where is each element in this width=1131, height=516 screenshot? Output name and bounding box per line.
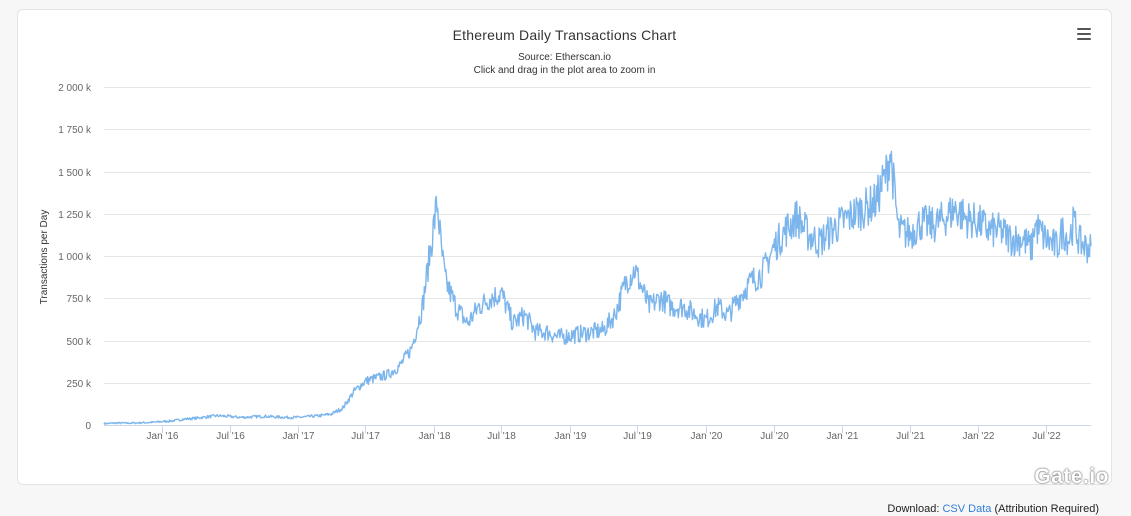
series-layer — [103, 150, 1092, 425]
zoom-hint: Click and drag in the plot area to zoom … — [473, 64, 656, 76]
hamburger-menu-icon[interactable] — [1077, 28, 1091, 42]
grid-lines — [104, 87, 1091, 384]
chart-title: Ethereum Daily Transactions Chart — [452, 27, 677, 43]
y-tick-label: 2 000 k — [58, 83, 92, 94]
brand-text: Gate.io — [1034, 465, 1109, 488]
y-tick-label: 250 k — [67, 379, 92, 390]
x-tick-label: Jan '17 — [283, 431, 315, 442]
x-tick-label: Jul '18 — [487, 431, 516, 442]
transactions-line — [103, 150, 1092, 425]
x-tick-label: Jan '22 — [963, 431, 995, 442]
download-prefix: Download: — [887, 503, 940, 515]
x-tick-label: Jan '18 — [419, 431, 451, 442]
y-tick-label: 1 000 k — [58, 252, 92, 263]
y-tick-label: 750 k — [67, 294, 92, 305]
x-tick-label: Jul '17 — [351, 431, 380, 442]
y-axis-label: Transactions per Day — [39, 210, 50, 305]
x-tick-label: Jan '16 — [147, 431, 179, 442]
y-tick-label: 0 — [85, 421, 91, 432]
x-tick-label: Jan '20 — [691, 431, 723, 442]
x-tick-label: Jul '16 — [216, 431, 245, 442]
x-tick-label: Jul '22 — [1032, 431, 1061, 442]
csv-download-link[interactable]: CSV Data — [942, 503, 992, 515]
y-tick-label: 1 750 k — [58, 125, 92, 136]
download-bar: Download: CSV Data (Attribution Required… — [887, 503, 1099, 515]
chart-subtitle: Source: Etherscan.io Click and drag in t… — [18, 52, 1111, 77]
x-tick-label: Jul '19 — [623, 431, 652, 442]
y-tick-label: 500 k — [67, 337, 92, 348]
chart-source-note: Source: Etherscan.io — [518, 52, 611, 63]
y-tick-label: 1 250 k — [58, 210, 92, 221]
gate-io-brand-logo: Gate.io — [1034, 465, 1109, 489]
y-tick-label: 1 500 k — [58, 168, 92, 179]
attribution-note: (Attribution Required) — [994, 503, 1099, 515]
x-tick-label: Jan '19 — [555, 431, 587, 442]
x-tick-label: Jul '21 — [896, 431, 925, 442]
axes: 0 250 k 500 k 750 k 1 000 k 1 250 k 1 500 k 1 7… — [58, 83, 1091, 442]
x-tick-label: Jan '21 — [827, 431, 859, 442]
chart-card: Ethereum Daily Transactions Chart Source… — [17, 9, 1112, 485]
x-tick-label: Jul '20 — [760, 431, 789, 442]
